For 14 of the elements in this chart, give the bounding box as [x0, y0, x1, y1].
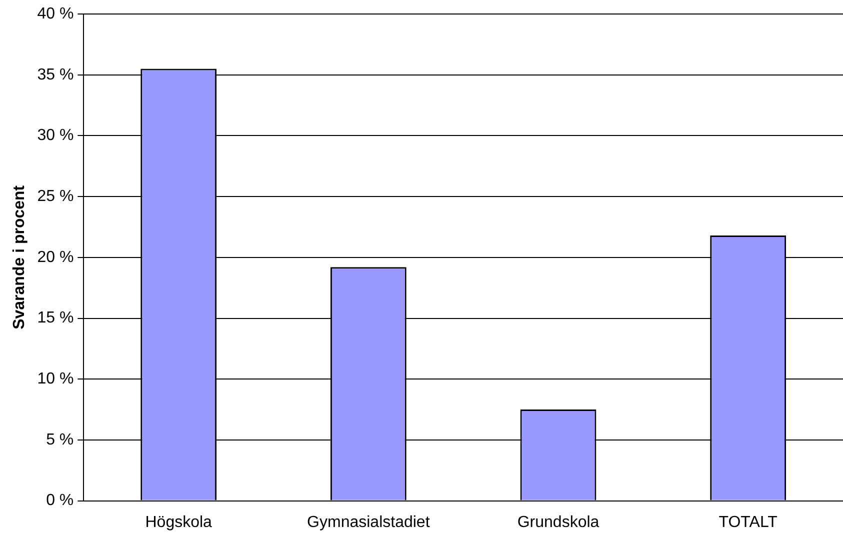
y-tick-label: 15 % [37, 310, 74, 327]
x-tick-label: Grundskola [517, 514, 600, 531]
y-tick-label: 5 % [46, 431, 74, 448]
y-axis-title: Svarande i procent [11, 184, 28, 330]
y-tick-label: 25 % [37, 188, 74, 205]
x-tick-label: Gymnasialstadiet [307, 514, 430, 531]
y-tick-label: 40 % [37, 5, 74, 22]
y-tick-label: 20 % [37, 248, 74, 266]
y-tick-label: 0 % [46, 492, 74, 510]
x-tick-label: TOTALT [718, 514, 778, 531]
y-tick-label: 10 % [37, 370, 74, 388]
y-tick-label: 30 % [37, 127, 74, 144]
x-tick-label: Högskola [145, 514, 212, 531]
y-tick-label: 35 % [37, 66, 74, 84]
